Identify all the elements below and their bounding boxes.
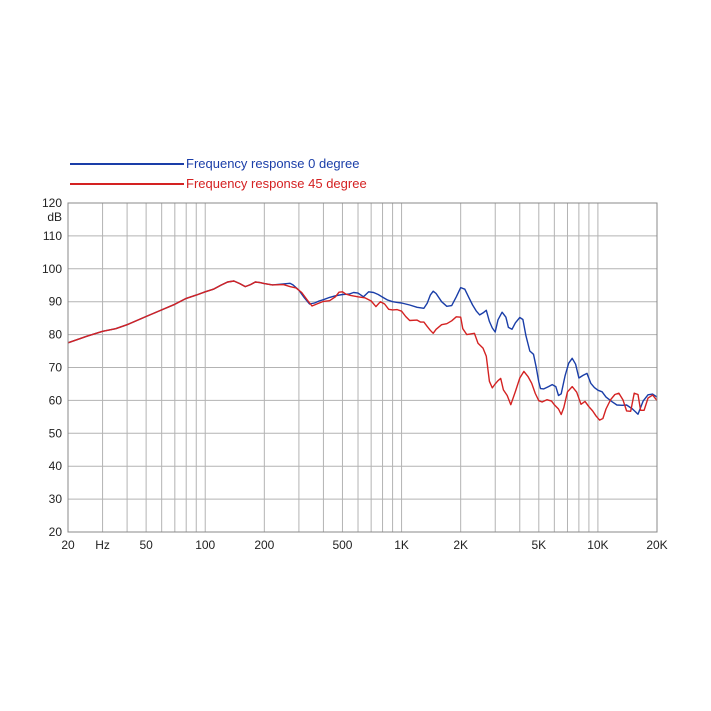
y-tick-label: 60 (49, 393, 63, 407)
x-tick-label: 20 (61, 538, 75, 552)
plot-frame (67, 202, 658, 533)
x-tick-label: 5K (531, 538, 546, 552)
y-tick-label: 70 (49, 361, 63, 375)
x-tick-label: 10K (587, 538, 608, 552)
x-tick-label: 50 (139, 538, 153, 552)
y-tick-label: 40 (49, 459, 63, 473)
x-tick-label: 500 (332, 538, 352, 552)
legend-label-1: Frequency response 45 degree (186, 176, 367, 191)
y-tick-label: 100 (42, 262, 62, 276)
x-tick-label: 2K (453, 538, 468, 552)
y-tick-label: 90 (49, 295, 63, 309)
series-line-1 (67, 280, 658, 421)
y-axis-ticks: 20 30 40 50 60 70 80 90 100 110 120 (42, 196, 62, 539)
y-tick-label: 20 (49, 525, 63, 539)
series-layer (67, 280, 658, 421)
legend: Frequency response 0 degree Frequency res… (70, 156, 367, 191)
x-tick-label: 200 (254, 538, 274, 552)
x-tick-label: Hz (95, 538, 110, 552)
x-tick-label: 1K (394, 538, 409, 552)
y-unit-label: dB (47, 210, 62, 224)
x-tick-label: 20K (646, 538, 667, 552)
y-tick-label: 30 (49, 492, 63, 506)
x-tick-label: 100 (195, 538, 215, 552)
y-tick-label: 110 (43, 229, 62, 243)
legend-label-0: Frequency response 0 degree (186, 156, 359, 171)
grid (67, 202, 658, 533)
y-tick-label: 120 (42, 196, 62, 210)
y-tick-label: 50 (49, 426, 63, 440)
y-tick-label: 80 (49, 328, 63, 342)
x-axis-ticks: 20 Hz 50 100 200 500 1K 2K 5K 10K 20K (61, 538, 667, 552)
